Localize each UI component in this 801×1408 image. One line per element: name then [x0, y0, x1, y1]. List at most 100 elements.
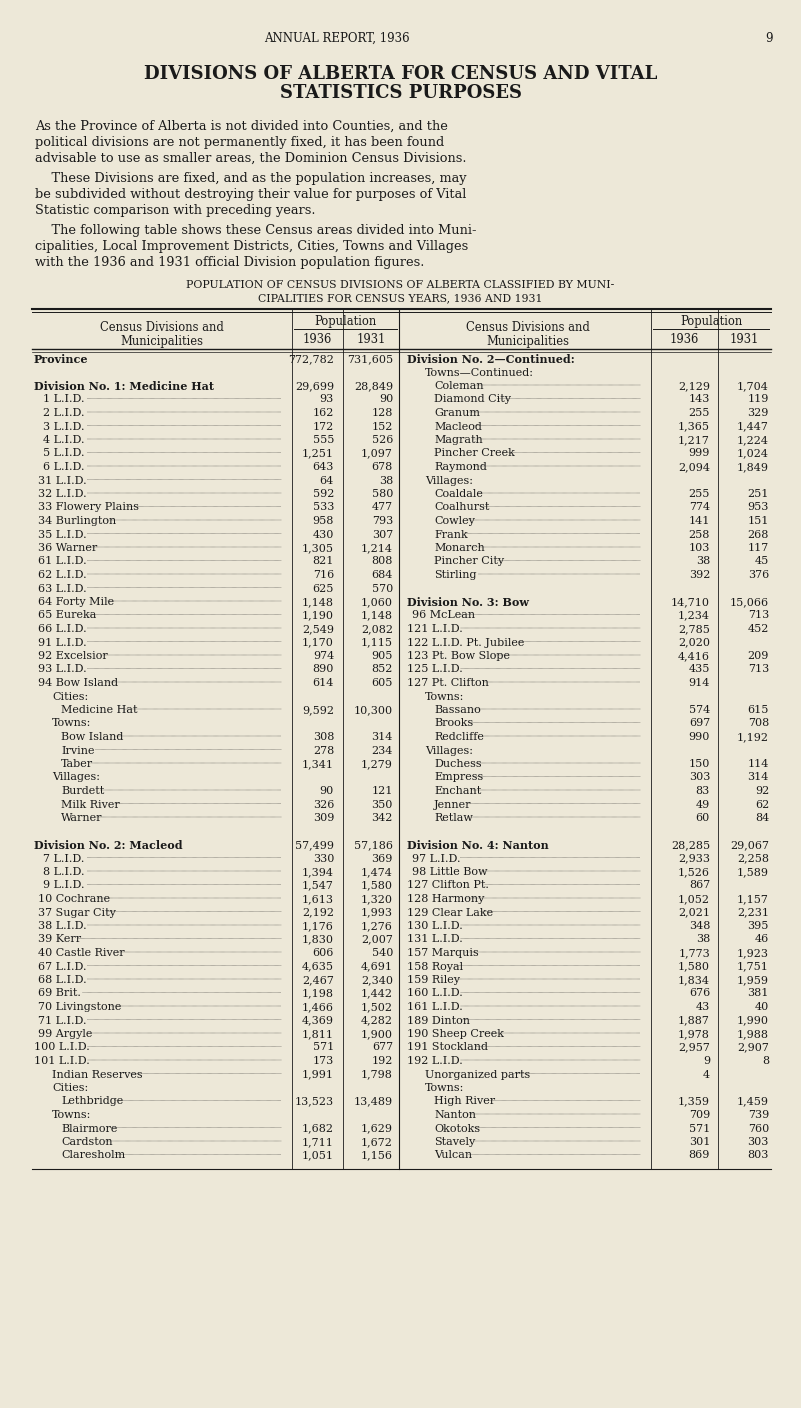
Text: 571: 571 [312, 1042, 334, 1053]
Text: 8: 8 [762, 1056, 769, 1066]
Text: 90: 90 [320, 786, 334, 796]
Text: 526: 526 [372, 435, 393, 445]
Text: Villages:: Villages: [425, 745, 473, 756]
Text: 130 L.I.D.: 130 L.I.D. [407, 921, 463, 931]
Text: 774: 774 [689, 503, 710, 513]
Text: 278: 278 [312, 745, 334, 756]
Text: 1,613: 1,613 [302, 894, 334, 904]
Text: 1,214: 1,214 [361, 543, 393, 553]
Text: Statistic comparison with preceding years.: Statistic comparison with preceding year… [35, 204, 316, 217]
Text: Diamond City: Diamond City [434, 394, 511, 404]
Text: Pincher City: Pincher City [434, 556, 504, 566]
Text: 1,192: 1,192 [737, 732, 769, 742]
Text: 160 L.I.D.: 160 L.I.D. [407, 988, 463, 998]
Text: 62: 62 [755, 800, 769, 810]
Text: The following table shows these Census areas divided into Muni-: The following table shows these Census a… [35, 224, 477, 237]
Text: 68 L.I.D.: 68 L.I.D. [38, 974, 87, 986]
Text: 1,887: 1,887 [678, 1015, 710, 1025]
Text: 92 Excelsior: 92 Excelsior [38, 650, 108, 660]
Text: 1,830: 1,830 [302, 935, 334, 945]
Text: 151: 151 [747, 515, 769, 527]
Text: 1,234: 1,234 [678, 611, 710, 621]
Text: Jenner: Jenner [434, 800, 472, 810]
Text: 1,176: 1,176 [302, 921, 334, 931]
Text: 67 L.I.D.: 67 L.I.D. [38, 962, 87, 972]
Text: 914: 914 [689, 679, 710, 689]
Text: 60: 60 [696, 812, 710, 824]
Text: CIPALITIES FOR CENSUS YEARS, 1936 AND 1931: CIPALITIES FOR CENSUS YEARS, 1936 AND 19… [258, 293, 543, 303]
Text: Stirling: Stirling [434, 570, 477, 580]
Text: 1 L.I.D.: 1 L.I.D. [43, 394, 84, 404]
Text: 1,547: 1,547 [302, 880, 334, 890]
Text: 57,186: 57,186 [354, 841, 393, 850]
Text: 2 L.I.D.: 2 L.I.D. [43, 408, 84, 418]
Text: 1,198: 1,198 [302, 988, 334, 998]
Text: 127 Pt. Clifton: 127 Pt. Clifton [407, 679, 489, 689]
Text: 303: 303 [689, 773, 710, 783]
Text: 2,933: 2,933 [678, 853, 710, 863]
Text: 172: 172 [312, 421, 334, 431]
Text: 1,849: 1,849 [737, 462, 769, 472]
Text: 4,691: 4,691 [361, 962, 393, 972]
Text: 117: 117 [748, 543, 769, 553]
Text: 13,489: 13,489 [354, 1097, 393, 1107]
Text: 101 L.I.D.: 101 L.I.D. [34, 1056, 90, 1066]
Text: 1931: 1931 [730, 334, 759, 346]
Text: 760: 760 [748, 1124, 769, 1133]
Text: Frank: Frank [434, 529, 468, 539]
Text: 1,148: 1,148 [302, 597, 334, 607]
Text: 301: 301 [689, 1138, 710, 1148]
Text: Cowley: Cowley [434, 515, 475, 527]
Text: 369: 369 [372, 853, 393, 863]
Text: Taber: Taber [61, 759, 93, 769]
Text: 159 Riley: 159 Riley [407, 974, 460, 986]
Text: 821: 821 [312, 556, 334, 566]
Text: 540: 540 [372, 948, 393, 957]
Text: Warner: Warner [61, 812, 103, 824]
Text: 2,007: 2,007 [361, 935, 393, 945]
Text: 32 L.I.D.: 32 L.I.D. [38, 489, 87, 498]
Text: 376: 376 [748, 570, 769, 580]
Text: 62 L.I.D.: 62 L.I.D. [38, 570, 87, 580]
Text: 251: 251 [747, 489, 769, 498]
Text: 1,341: 1,341 [302, 759, 334, 769]
Text: Bow Island: Bow Island [61, 732, 123, 742]
Text: 1,502: 1,502 [361, 1002, 393, 1012]
Text: 123 Pt. Bow Slope: 123 Pt. Bow Slope [407, 650, 510, 660]
Text: Burdett: Burdett [61, 786, 104, 796]
Text: 36 Warner: 36 Warner [38, 543, 98, 553]
Text: Monarch: Monarch [434, 543, 485, 553]
Text: Division No. 3: Bow: Division No. 3: Bow [407, 597, 529, 608]
Text: Retlaw: Retlaw [434, 812, 473, 824]
Text: 61 L.I.D.: 61 L.I.D. [38, 556, 87, 566]
Text: 1,798: 1,798 [361, 1070, 393, 1080]
Text: 2,094: 2,094 [678, 462, 710, 472]
Text: Villages:: Villages: [425, 476, 473, 486]
Text: 1,447: 1,447 [737, 421, 769, 431]
Text: 580: 580 [372, 489, 393, 498]
Text: Nanton: Nanton [434, 1110, 476, 1119]
Text: 697: 697 [689, 718, 710, 728]
Text: 571: 571 [689, 1124, 710, 1133]
Text: 173: 173 [312, 1056, 334, 1066]
Text: 314: 314 [372, 732, 393, 742]
Text: 713: 713 [748, 611, 769, 621]
Text: 43: 43 [696, 1002, 710, 1012]
Text: 4: 4 [702, 1070, 710, 1080]
Text: 234: 234 [372, 745, 393, 756]
Text: 35 L.I.D.: 35 L.I.D. [38, 529, 87, 539]
Text: 1,990: 1,990 [737, 1015, 769, 1025]
Text: 1,279: 1,279 [361, 759, 393, 769]
Text: Medicine Hat: Medicine Hat [61, 705, 138, 715]
Text: 684: 684 [372, 570, 393, 580]
Text: 1931: 1931 [356, 334, 386, 346]
Text: 793: 793 [372, 515, 393, 527]
Text: 3 L.I.D.: 3 L.I.D. [43, 421, 84, 431]
Text: 999: 999 [689, 449, 710, 459]
Text: 990: 990 [689, 732, 710, 742]
Text: These Divisions are fixed, and as the population increases, may: These Divisions are fixed, and as the po… [35, 172, 466, 184]
Text: 39 Kerr: 39 Kerr [38, 935, 82, 945]
Text: 114: 114 [747, 759, 769, 769]
Text: Magrath: Magrath [434, 435, 483, 445]
Text: 268: 268 [747, 529, 769, 539]
